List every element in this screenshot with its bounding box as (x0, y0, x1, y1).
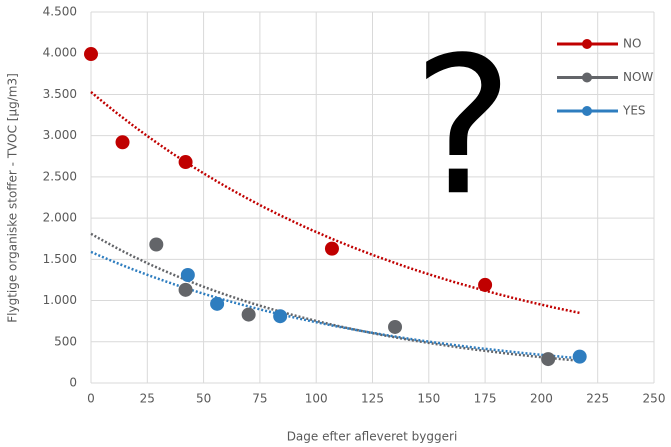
legend-label: NO (623, 37, 641, 51)
point (572, 349, 587, 364)
y-tick-label: 3.500 (43, 87, 77, 101)
point (273, 309, 288, 324)
y-axis-label: Flygtige organiske stoffer - TVOC [µg/m3… (6, 73, 20, 323)
x-tick-label: 225 (586, 392, 609, 406)
point (180, 267, 195, 282)
x-tick-label: 250 (643, 392, 666, 406)
x-tick-label: 175 (474, 392, 497, 406)
point (178, 155, 193, 170)
y-tick-label: 2.500 (43, 169, 77, 183)
x-axis-label: Dage efter afleveret byggeri (287, 430, 458, 444)
point (541, 352, 556, 367)
x-tick-label: 100 (305, 392, 328, 406)
x-tick-label: 75 (252, 392, 267, 406)
x-tick-label: 200 (530, 392, 553, 406)
y-tick-label: 1.000 (43, 293, 77, 307)
point (178, 282, 193, 297)
point (210, 296, 225, 311)
y-tick-label: 3.000 (43, 128, 77, 142)
x-tick-label: 50 (196, 392, 211, 406)
annotation: ? (413, 16, 514, 237)
x-tick-label: 125 (361, 392, 384, 406)
y-tick-label: 0 (69, 376, 77, 390)
point (388, 319, 403, 334)
point (241, 307, 256, 322)
legend-marker (582, 39, 592, 49)
y-tick-label: 4.000 (43, 46, 77, 60)
point (115, 135, 130, 150)
x-tick-label: 150 (417, 392, 440, 406)
x-tick-label: 0 (87, 392, 95, 406)
trendline (90, 232, 580, 362)
x-tick-label: 25 (140, 392, 155, 406)
y-tick-label: 500 (54, 334, 77, 348)
y-tick-label: 4.500 (43, 5, 77, 19)
legend-label: YES (622, 104, 646, 118)
y-tick-label: 2.000 (43, 211, 77, 225)
y-tick-label: 1.500 (43, 252, 77, 266)
point (84, 47, 98, 62)
point (478, 277, 493, 292)
legend-marker (582, 72, 592, 83)
legend-label: NOW (623, 70, 653, 84)
point (324, 241, 339, 256)
point (149, 237, 164, 252)
legend-marker (582, 106, 592, 116)
trendline (90, 250, 580, 360)
